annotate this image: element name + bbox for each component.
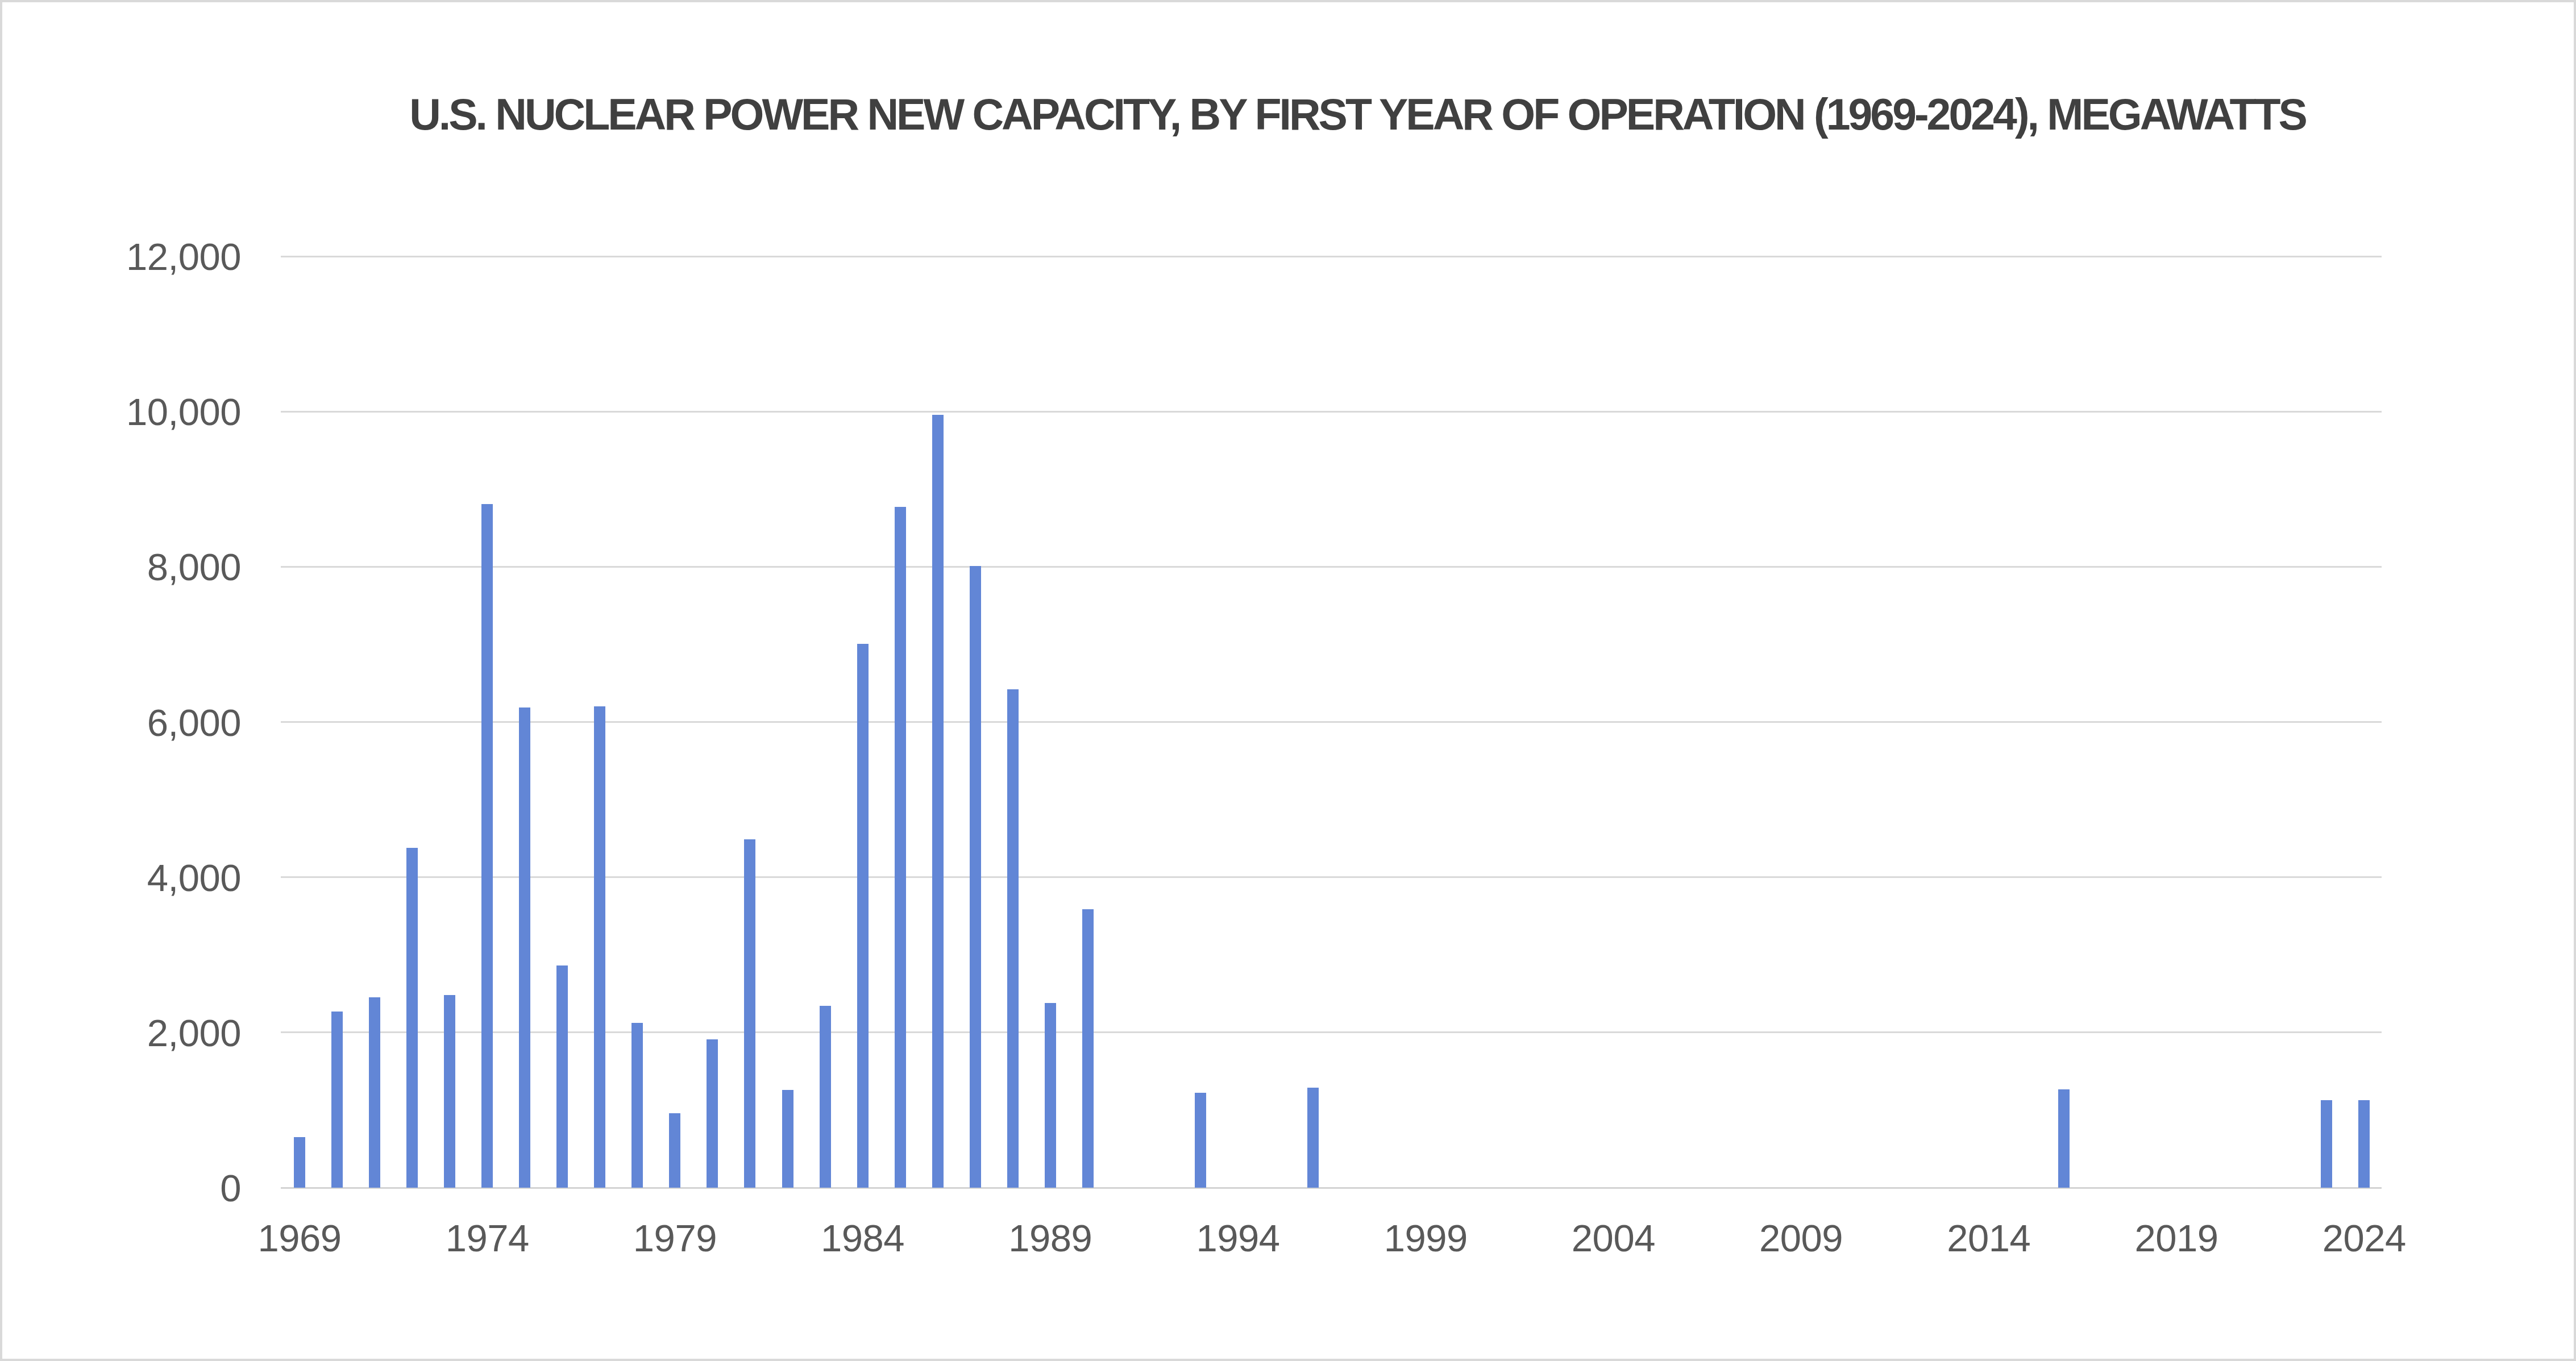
bar-1985	[895, 507, 906, 1188]
x-tick-label-2019: 2019	[2134, 1216, 2218, 1260]
bar-2016	[2058, 1089, 2070, 1188]
y-tick-label-8000: 8,000	[14, 545, 241, 589]
y-tick-label-2000: 2,000	[14, 1010, 241, 1054]
bar-1978	[631, 1023, 643, 1188]
bar-1982	[782, 1090, 793, 1188]
x-tick-label-1979: 1979	[633, 1216, 717, 1260]
bar-1987	[970, 566, 981, 1188]
bar-1976	[556, 965, 568, 1188]
bar-1979	[669, 1113, 680, 1188]
bar-1993	[1195, 1093, 1206, 1188]
y-tick-label-4000: 4,000	[14, 855, 241, 899]
chart-title: U.S. NUCLEAR POWER NEW CAPACITY, BY FIRS…	[409, 89, 2305, 140]
bar-1972	[406, 848, 418, 1188]
bar-1989	[1045, 1003, 1056, 1188]
bar-1975	[519, 707, 530, 1188]
bar-1973	[444, 995, 455, 1188]
x-tick-label-2024: 2024	[2322, 1216, 2406, 1260]
bar-1990	[1082, 909, 1094, 1188]
x-tick-label-2014: 2014	[1947, 1216, 2030, 1260]
x-tick-label-1999: 1999	[1384, 1216, 1468, 1260]
bar-1977	[594, 706, 605, 1188]
y-tick-label-6000: 6,000	[14, 700, 241, 744]
x-tick-label-1989: 1989	[1008, 1216, 1092, 1260]
bar-2024	[2358, 1100, 2370, 1188]
bar-1988	[1007, 689, 1019, 1188]
bar-1996	[1307, 1088, 1319, 1188]
x-tick-label-1984: 1984	[821, 1216, 904, 1260]
bar-1970	[331, 1012, 343, 1188]
bar-1971	[369, 997, 380, 1188]
x-tick-label-1994: 1994	[1196, 1216, 1279, 1260]
gridline-8000	[281, 566, 2382, 568]
bar-1986	[932, 415, 944, 1188]
y-tick-label-12000: 12,000	[14, 235, 241, 278]
bar-1981	[744, 839, 755, 1188]
y-tick-label-0: 0	[14, 1166, 241, 1210]
x-tick-label-1974: 1974	[446, 1216, 529, 1260]
chart-canvas: U.S. NUCLEAR POWER NEW CAPACITY, BY FIRS…	[0, 0, 2576, 1361]
bar-2023	[2321, 1100, 2332, 1188]
bar-1980	[707, 1039, 718, 1188]
x-tick-label-2004: 2004	[1572, 1216, 1655, 1260]
gridline-10000	[281, 411, 2382, 413]
gridline-12000	[281, 256, 2382, 257]
y-tick-label-10000: 10,000	[14, 390, 241, 434]
x-tick-label-1969: 1969	[257, 1216, 341, 1260]
bar-1984	[857, 644, 869, 1188]
bar-1974	[481, 504, 493, 1188]
bar-1969	[294, 1137, 305, 1188]
bar-1983	[820, 1006, 831, 1188]
x-tick-label-2009: 2009	[1759, 1216, 1843, 1260]
